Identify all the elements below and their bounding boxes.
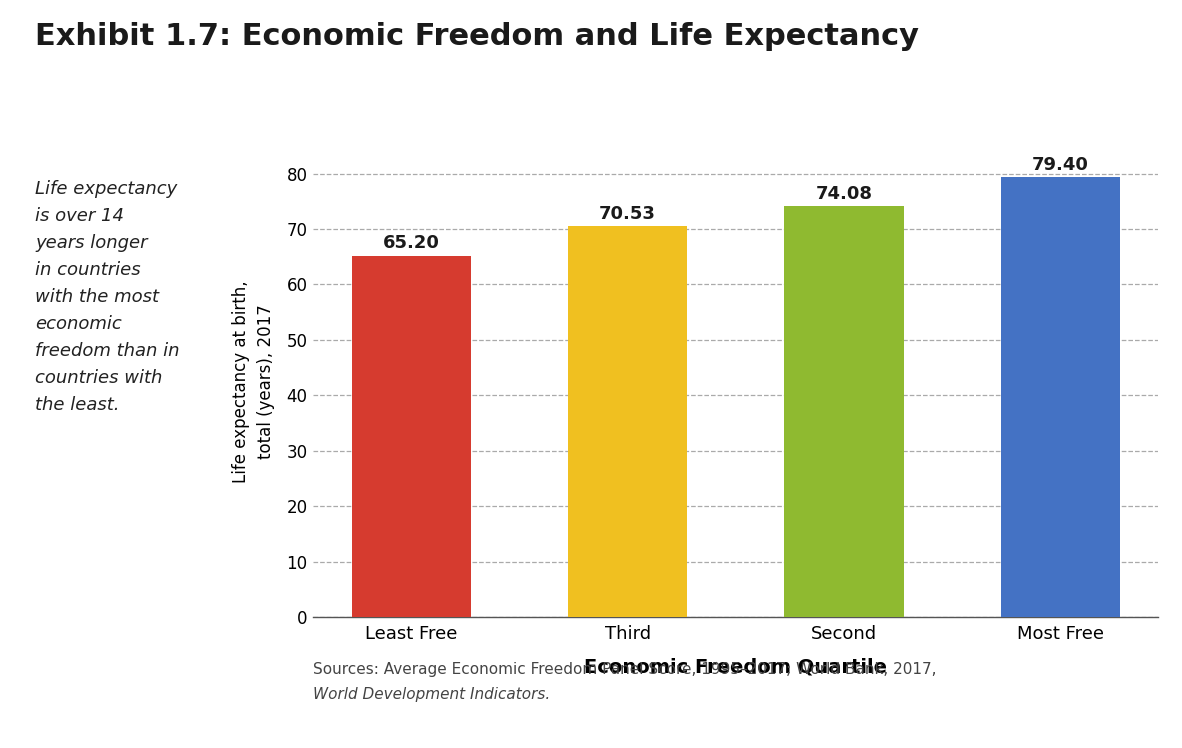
Bar (785, 206, 903, 617)
Text: 74.08: 74.08 (816, 185, 872, 203)
Bar (352, 256, 470, 617)
Text: 70.53: 70.53 (599, 205, 656, 223)
Text: World Development Indicators.: World Development Indicators. (313, 687, 551, 702)
Text: Sources: Average Economic Freedom Panel Score, 1995–2017; World Bank, 2017,: Sources: Average Economic Freedom Panel … (313, 662, 936, 677)
Text: 65.20: 65.20 (383, 234, 440, 252)
Bar (569, 226, 687, 617)
Text: Exhibit 1.7: Economic Freedom and Life Expectancy: Exhibit 1.7: Economic Freedom and Life E… (35, 22, 920, 52)
Text: 79.40: 79.40 (1032, 156, 1089, 174)
X-axis label: Economic Freedom Quartile: Economic Freedom Quartile (584, 657, 888, 676)
Y-axis label: Life expectancy at birth,
total (years), 2017: Life expectancy at birth, total (years),… (233, 280, 275, 482)
Text: Life expectancy
is over 14
years longer
in countries
with the most
economic
free: Life expectancy is over 14 years longer … (35, 180, 180, 414)
Bar (1001, 177, 1119, 617)
